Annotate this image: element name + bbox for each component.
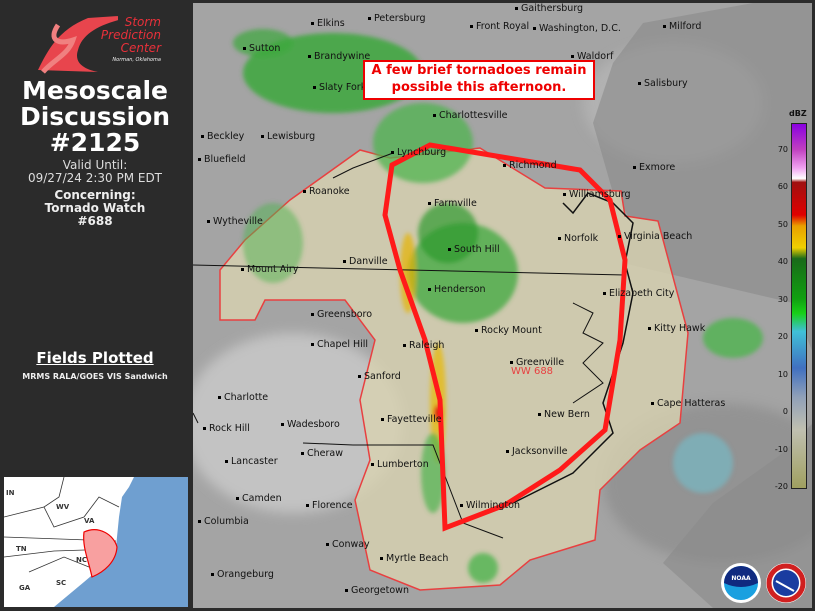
label: Center	[120, 41, 161, 55]
city-label: Rock Hill	[203, 423, 250, 434]
label: Valid Until:	[62, 158, 128, 172]
md-number: #2125	[49, 128, 141, 157]
watch-outline	[219, 147, 689, 591]
inset-map: IN WV VA TN NC SC GA	[4, 477, 188, 607]
noaa-logo-icon: NOAA	[721, 563, 761, 603]
legend-tick: 70	[777, 145, 788, 154]
valid-time: 09/27/24 2:30 PM EDT	[27, 171, 163, 185]
city-label: Elizabeth City	[603, 288, 674, 299]
city-label: Roanoke	[303, 186, 350, 197]
city-label: Slaty Fork	[313, 82, 366, 93]
city-label: Wilmington	[460, 500, 520, 511]
label: SC	[56, 579, 66, 587]
city-label: Waldorf	[571, 51, 613, 62]
city-label: Williamsburg	[563, 189, 631, 200]
label: TN	[16, 545, 27, 553]
md-outline	[382, 142, 628, 532]
label: #688	[77, 214, 113, 228]
city-label: Myrtle Beach	[380, 553, 448, 564]
label: Storm	[124, 15, 161, 29]
city-label: Columbia	[198, 516, 249, 527]
city-label: Wytheville	[207, 216, 263, 227]
city-label: Gaithersburg	[515, 3, 583, 14]
legend-tick: 30	[777, 295, 788, 304]
label: IN	[6, 489, 15, 497]
legend-tick: 10	[777, 370, 788, 379]
annotation-box: A few brief tornadoes remain possible th…	[363, 60, 595, 100]
city-label: Charlotte	[218, 392, 268, 403]
city-label: Charlottesville	[433, 110, 507, 121]
label: Prediction	[100, 28, 161, 42]
city-label: Sutton	[243, 43, 280, 54]
legend-tick: 60	[777, 182, 788, 191]
legend-unit: dBZ	[789, 109, 807, 118]
city-label: Fayetteville	[381, 414, 442, 425]
city-label: Lewisburg	[261, 131, 315, 142]
city-label: Cape Hatteras	[651, 398, 725, 409]
city-label: Lancaster	[225, 456, 278, 467]
city-label: Greensboro	[311, 309, 372, 320]
city-label: Lumberton	[371, 459, 429, 470]
city-label: Washington, D.C.	[533, 23, 621, 34]
city-label: Conway	[326, 539, 370, 550]
fields-title: Fields Plotted	[36, 349, 154, 367]
city-label: Greenville	[510, 357, 564, 368]
city-label: Danville	[343, 256, 388, 267]
city-label: Cheraw	[301, 448, 343, 459]
label: Concerning:	[54, 188, 136, 202]
legend-tick: -10	[774, 445, 788, 454]
legend-tick: 0	[782, 407, 788, 416]
legend-tick: 50	[777, 220, 788, 229]
city-label: Elkins	[311, 18, 345, 29]
city-label: Salisbury	[638, 78, 688, 89]
watch-label: WW 688	[511, 366, 553, 377]
city-label: Brandywine	[308, 51, 370, 62]
city-label: Florence	[306, 500, 353, 511]
agency-logos: NOAA	[721, 563, 806, 603]
title: Discussion	[19, 102, 171, 131]
city-label: Farmville	[428, 198, 477, 209]
city-label: Exmore	[633, 162, 675, 173]
nws-logo-icon	[766, 563, 806, 603]
city-label: Chapel Hill	[311, 339, 368, 350]
fields-value: MRMS RALA/GOES VIS Sandwich	[22, 372, 168, 381]
legend-tick: -20	[774, 482, 788, 491]
city-label: Virginia Beach	[618, 231, 692, 242]
label: NC	[76, 556, 87, 564]
city-label: Wadesboro	[281, 419, 340, 430]
city-label: Petersburg	[368, 13, 425, 24]
city-label: Lynchburg	[391, 147, 446, 158]
city-label: Norfolk	[558, 233, 598, 244]
city-label: Beckley	[201, 131, 244, 142]
radar-map[interactable]: WW 688 Gaithersburg Elkins Petersburg Fr…	[193, 3, 812, 608]
city-label: Sanford	[358, 371, 401, 382]
city-label: Kitty Hawk	[648, 323, 705, 334]
city-label: New Bern	[538, 409, 590, 420]
spc-logo: Storm Prediction Center Norman, Oklahoma	[28, 10, 163, 75]
city-label: Henderson	[428, 284, 486, 295]
city-label: Front Royal	[470, 21, 529, 32]
city-label: Bluefield	[198, 154, 246, 165]
label: Tornado Watch	[44, 201, 146, 215]
label: WV	[56, 503, 70, 511]
city-label: Mount Airy	[241, 264, 298, 275]
city-label: Richmond	[503, 160, 557, 171]
city-label: Georgetown	[345, 585, 409, 596]
label: Norman, Oklahoma	[112, 57, 161, 63]
legend-tick: 40	[777, 257, 788, 266]
city-label: Milford	[663, 21, 701, 32]
city-label: South Hill	[448, 244, 500, 255]
svg-text:NOAA: NOAA	[731, 575, 751, 582]
label: VA	[84, 517, 95, 525]
city-label: Camden	[236, 493, 282, 504]
city-label: Rocky Mount	[475, 325, 542, 336]
title: Mesoscale	[22, 76, 168, 105]
city-label: Jacksonville	[506, 446, 568, 457]
label: GA	[19, 584, 31, 592]
dbz-color-legend	[791, 123, 807, 489]
sidebar: Storm Prediction Center Norman, Oklahoma…	[0, 0, 190, 611]
city-label: Raleigh	[403, 340, 444, 351]
city-label: Orangeburg	[211, 569, 274, 580]
legend-tick: 20	[777, 332, 788, 341]
